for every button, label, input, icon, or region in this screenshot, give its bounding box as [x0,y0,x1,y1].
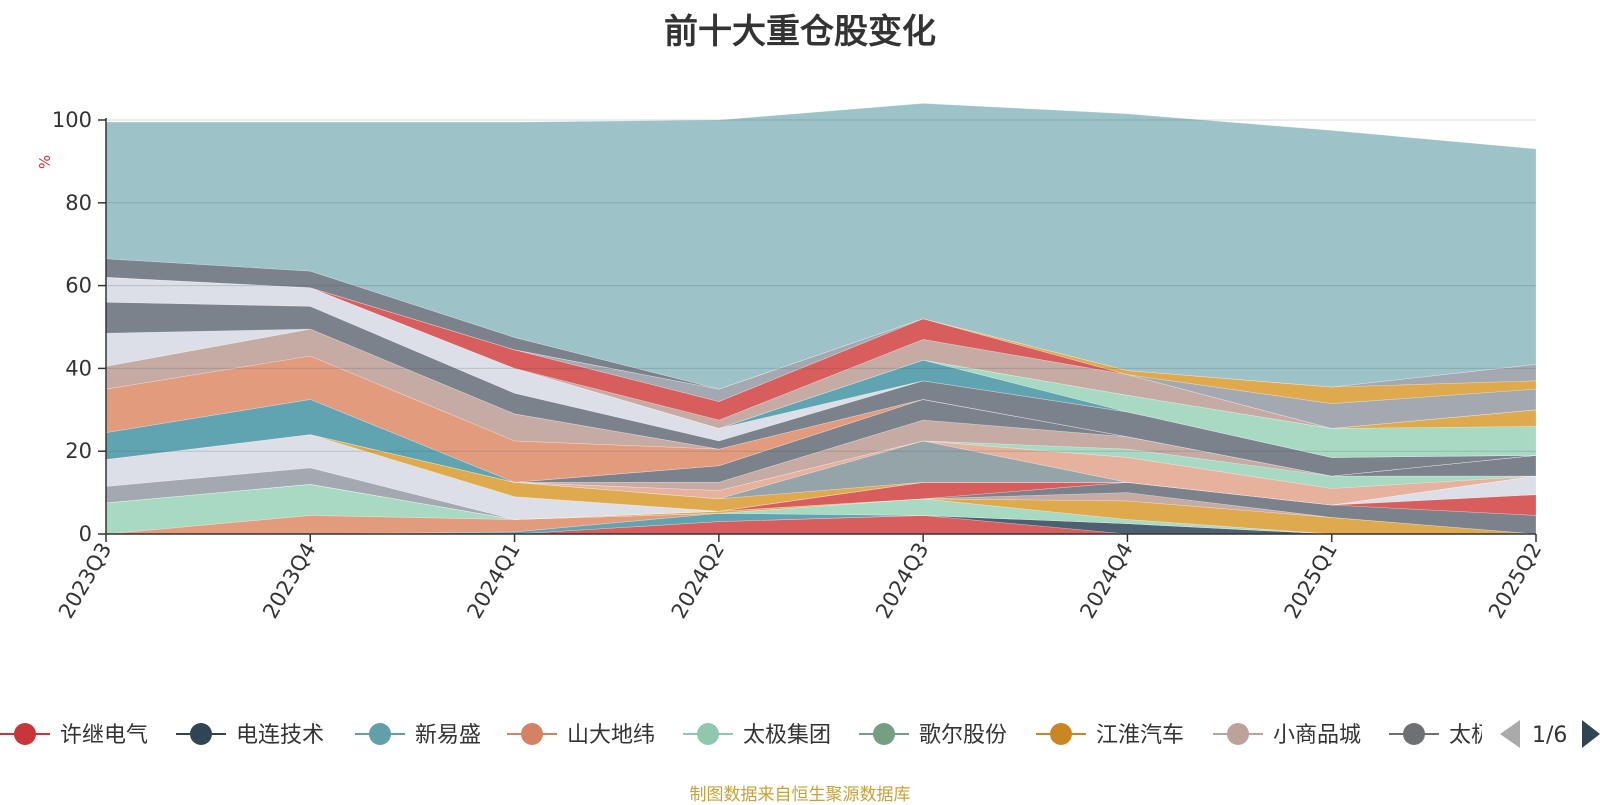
legend-item[interactable]: 江淮汽车 [1036,723,1184,748]
area-series-4 [105,512,1536,535]
legend-marker-icon [14,723,36,745]
legend-prev-page-icon[interactable] [1500,720,1520,748]
chart-title: 前十大重仓股变化 [664,12,936,52]
x-tick-label: 2024Q4 [1075,539,1137,623]
legend-item[interactable]: 电连技术 [176,723,324,748]
y-tick-label: 0 [79,522,92,546]
y-tick-label: 60 [65,274,92,298]
legend-marker-icon [1403,723,1425,745]
legend-item[interactable]: 新易盛 [355,723,481,748]
legend-label: 电连技术 [236,723,324,748]
legend-marker-icon [1050,723,1072,745]
legend-marker-icon [521,723,543,745]
area-series-31 [105,277,1537,429]
x-tick-label: 2024Q2 [667,539,729,623]
data-source-note: 制图数据来自恒生聚源数据库 [689,785,911,805]
y-tick-label: 40 [65,356,92,380]
legend-item[interactable]: 太极集团 [683,723,831,748]
legend: 许继电气 电连技术 新易盛 山大地纬 太极集团 歌尔股份 江淮汽车 小商品城 太极 [0,712,1600,756]
legend-page-indicator: 1/6 [1532,723,1567,748]
area-series-group [105,103,1537,535]
legend-label: 新易盛 [415,723,481,748]
x-tick-label: 2024Q3 [871,539,933,623]
area-series-6 [105,483,1536,535]
legend-label: 太极集团 [743,723,831,748]
legend-marker-icon [369,723,391,745]
legend-next-page-icon[interactable] [1582,720,1600,748]
y-axis-unit-label: % [36,155,54,169]
legend-item[interactable]: 小商品城 [1213,723,1361,748]
area-series-32 [105,277,1537,404]
x-tick-label: 2025Q2 [1484,539,1546,623]
legend-label: 许继电气 [60,723,148,748]
y-tick-label: 80 [65,191,92,215]
area-series-33 [105,277,1537,390]
x-tick-label: 2025Q1 [1280,539,1342,623]
legend-marker-icon [697,723,719,745]
area-series-3 [106,512,1536,535]
legend-marker-icon [1227,723,1249,745]
x-tick-label: 2024Q1 [462,539,524,623]
legend-item[interactable]: 山大地纬 [507,723,655,748]
legend-item[interactable]: 太极 [1389,723,1493,748]
legend-item[interactable]: 许继电气 [0,723,148,748]
legend-label: 山大地纬 [567,723,655,748]
legend-label: 小商品城 [1273,723,1361,748]
legend-label: 江淮汽车 [1096,723,1184,748]
x-tick-label: 2023Q4 [258,539,320,623]
legend-marker-icon [873,723,895,745]
legend-label: 歌尔股份 [919,723,1007,748]
area-series-35 [105,103,1537,390]
x-tick-label: 2023Q3 [54,539,116,623]
y-tick-label: 100 [52,108,92,132]
legend-marker-icon [190,723,212,745]
y-tick-label: 20 [65,439,92,463]
legend-item[interactable]: 歌尔股份 [859,723,1007,748]
